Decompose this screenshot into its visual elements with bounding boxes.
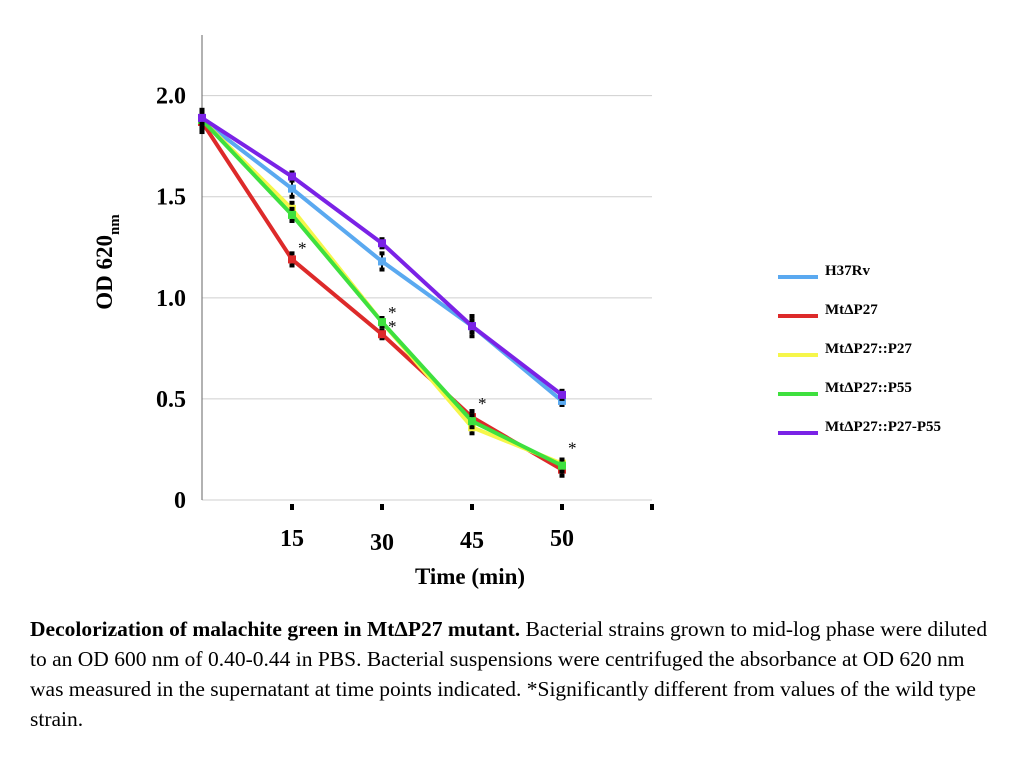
error-cap xyxy=(199,126,205,130)
error-cap xyxy=(559,396,565,401)
error-cap xyxy=(469,409,475,414)
y-axis-title-main: OD 620 xyxy=(92,235,117,310)
data-point xyxy=(558,461,566,470)
error-cap xyxy=(559,388,565,393)
figure-caption: Decolorization of malachite green in MtΔ… xyxy=(30,614,995,734)
data-point xyxy=(378,330,386,339)
error-cap xyxy=(289,206,295,211)
x-tick-mark xyxy=(650,504,654,510)
error-cap xyxy=(469,330,475,335)
error-cap xyxy=(469,425,475,430)
error-cap xyxy=(559,402,565,407)
data-point xyxy=(378,257,386,266)
data-point xyxy=(468,322,476,331)
x-tick-mark xyxy=(290,504,294,510)
legend-item: H37Rv xyxy=(778,263,871,279)
significance-star: * xyxy=(388,303,397,322)
error-cap xyxy=(379,328,385,333)
error-cap xyxy=(289,194,295,199)
error-cap xyxy=(379,324,385,329)
error-cap xyxy=(559,473,565,478)
error-cap xyxy=(199,130,205,135)
y-axis-title: OD 620nm xyxy=(92,214,123,310)
legend: H37RvMtΔP27MtΔP27::P27MtΔP27::P55MtΔP27:… xyxy=(778,263,941,435)
series xyxy=(198,107,566,478)
error-cap xyxy=(289,263,295,268)
error-cap xyxy=(559,469,565,474)
y-tick-label: 2.0 xyxy=(156,84,186,110)
error-cap xyxy=(289,170,295,175)
data-point xyxy=(468,417,476,426)
x-axis-title: Time (min) xyxy=(415,564,525,589)
x-tick-label: 45 xyxy=(460,528,484,554)
legend-label: MtΔP27::P27 xyxy=(825,341,912,357)
legend-label: MtΔP27::P55 xyxy=(825,380,912,396)
legend-label: H37Rv xyxy=(825,263,871,279)
svg-text:OD 620nm: OD 620nm xyxy=(92,214,123,310)
legend-item: MtΔP27::P55 xyxy=(778,380,912,396)
legend-label: MtΔP27::P27-P55 xyxy=(825,419,941,435)
x-tick-mark xyxy=(560,504,564,510)
x-tick-mark xyxy=(470,504,474,510)
series-mt-p27-p27 xyxy=(198,109,566,470)
error-cap xyxy=(289,200,295,205)
y-axis-title-sub: nm xyxy=(107,214,123,235)
data-point xyxy=(288,184,296,193)
y-tick-label: 0 xyxy=(174,488,186,514)
data-point xyxy=(378,318,386,327)
error-cap xyxy=(379,237,385,242)
error-cap xyxy=(379,251,385,256)
error-cap xyxy=(469,318,475,323)
significance-star: * xyxy=(568,438,577,457)
significance-star: * xyxy=(478,394,487,413)
data-point xyxy=(558,390,566,399)
x-tick-label: 30 xyxy=(370,530,394,556)
y-tick-label: 1.0 xyxy=(156,286,186,312)
data-point xyxy=(558,396,566,405)
data-point xyxy=(198,113,206,122)
data-point xyxy=(378,239,386,248)
error-cap xyxy=(379,267,385,272)
series-mt-p27-p55 xyxy=(198,109,566,474)
error-cap xyxy=(379,245,385,250)
error-cap xyxy=(559,457,565,462)
significance-star: * xyxy=(388,317,397,336)
error-cap xyxy=(289,219,295,223)
y-tick-label: 1.5 xyxy=(156,185,186,211)
x-tick-label: 50 xyxy=(550,526,574,552)
error-cap xyxy=(469,431,475,436)
legend-item: MtΔP27::P27 xyxy=(778,341,912,357)
data-point xyxy=(288,172,296,181)
series-mt-p27 xyxy=(198,109,566,478)
significance-star: * xyxy=(298,238,307,257)
error-cap xyxy=(469,314,475,319)
caption-body: Bacterial strains grown to mid-log phase… xyxy=(30,617,988,731)
legend-item: MtΔP27::P27-P55 xyxy=(778,419,941,435)
caption-title: Decolorization of malachite green in MtΔ… xyxy=(30,617,521,641)
annotations: ***** xyxy=(298,238,577,457)
x-ticks: 15 30 45 50 xyxy=(280,504,654,556)
error-cap xyxy=(469,413,475,418)
y-tick-label: 0.5 xyxy=(156,387,186,413)
error-cap xyxy=(289,251,295,256)
x-tick-mark xyxy=(380,504,384,510)
error-cap xyxy=(469,334,475,339)
error-cap xyxy=(199,107,205,112)
error-cap xyxy=(199,121,205,126)
series-line xyxy=(200,118,563,466)
series-mt-p27-p27-p55 xyxy=(198,109,566,401)
error-cap xyxy=(199,109,205,114)
x-tick-label: 15 xyxy=(280,526,304,552)
y-ticks: 0 0.5 1.0 1.5 2.0 xyxy=(156,84,186,514)
grid xyxy=(202,95,652,501)
legend-label: MtΔP27 xyxy=(825,302,878,318)
legend-item: MtΔP27 xyxy=(778,302,878,318)
error-cap xyxy=(289,178,295,183)
data-point xyxy=(288,255,296,264)
error-cap xyxy=(379,316,385,321)
error-cap xyxy=(379,336,385,341)
data-point xyxy=(288,210,296,219)
chart: 15 30 45 50 00.51.01.52.0 ***** Time (min) … xyxy=(92,35,941,589)
